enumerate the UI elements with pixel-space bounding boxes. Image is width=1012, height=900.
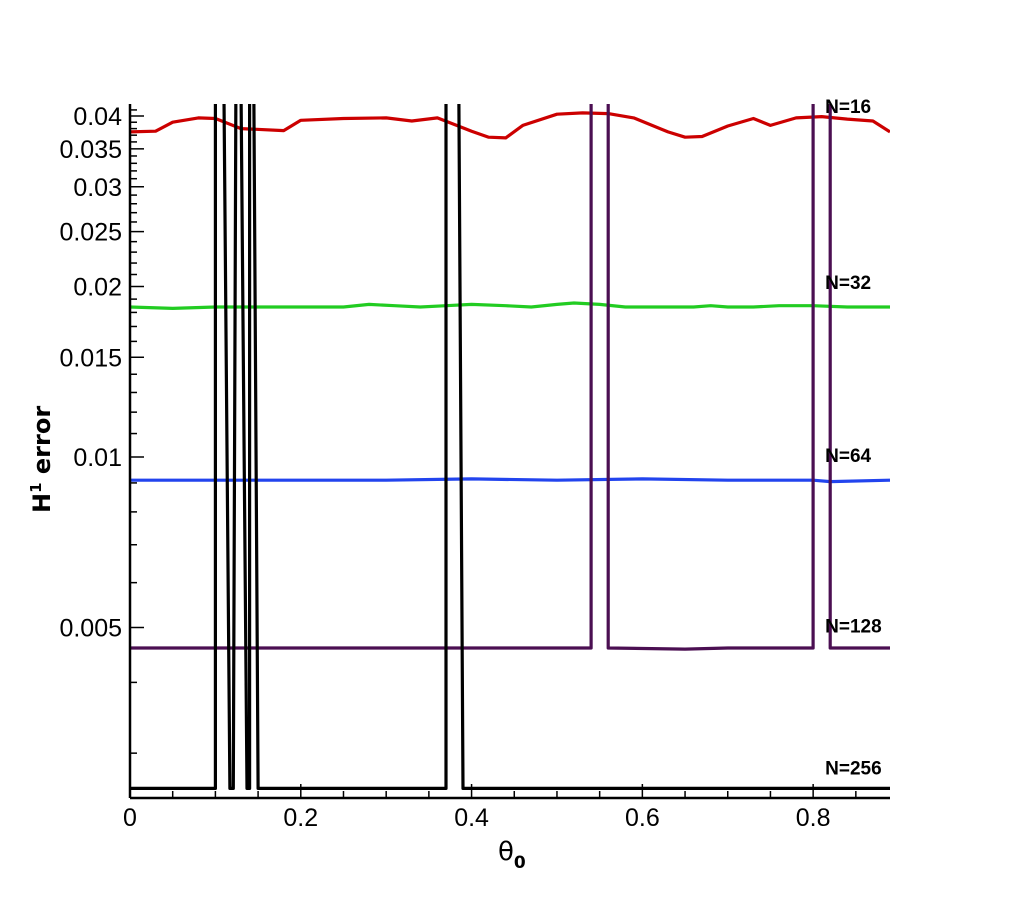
series-line-n-64 [130,477,890,484]
plot-lines [130,104,890,790]
tick-labels: 0 0.2 0.4 0.6 0.8 0.005 0.01 0.015 0.02 0.025 0.03… [59,103,830,832]
series-label-n-256: N=256 [825,759,882,780]
series-label-n-16: N=16 [825,97,871,118]
x-tick-label: 0.6 [625,804,660,832]
y-axis-title-main: H [28,493,56,513]
y-tick-label: 0.02 [73,274,122,302]
y-tick-label: 0.005 [59,615,122,643]
series-line-n-128 [130,104,890,651]
x-axis-title: θ0 [498,837,526,873]
y-axis-title: H1 error [27,406,56,513]
y-tick-label: 0.035 [59,136,122,164]
y-tick-label: 0.025 [59,219,122,247]
x-tick-label: 0.4 [454,804,489,832]
x-axis-title-main: θ [498,837,514,867]
y-axis-title-rest: error [28,406,56,483]
y-tick-label: 0.04 [73,103,122,131]
series-annotations: N=16 N=32 N=64 N=128 N=256 [825,97,882,780]
y-axis-title-sup: 1 [27,482,45,492]
x-axis-title-sub: 0 [514,853,526,873]
series-label-n-128: N=128 [825,616,882,637]
y-tick-label: 0.015 [59,344,122,372]
y-tick-label: 0.01 [73,444,122,472]
series-label-n-64: N=64 [825,446,871,467]
series-line-n-32 [130,301,890,310]
series-line-n-16 [130,111,890,140]
axis-titles: θ0 H1 error [27,406,526,873]
x-tick-label: 0.2 [283,804,318,832]
x-tick-label: 0 [123,804,137,832]
x-tick-label: 0.8 [796,804,831,832]
series-label-n-32: N=32 [825,273,871,294]
axes [128,104,890,800]
series-line-n-256 [130,104,890,790]
y-tick-label: 0.03 [73,174,122,202]
